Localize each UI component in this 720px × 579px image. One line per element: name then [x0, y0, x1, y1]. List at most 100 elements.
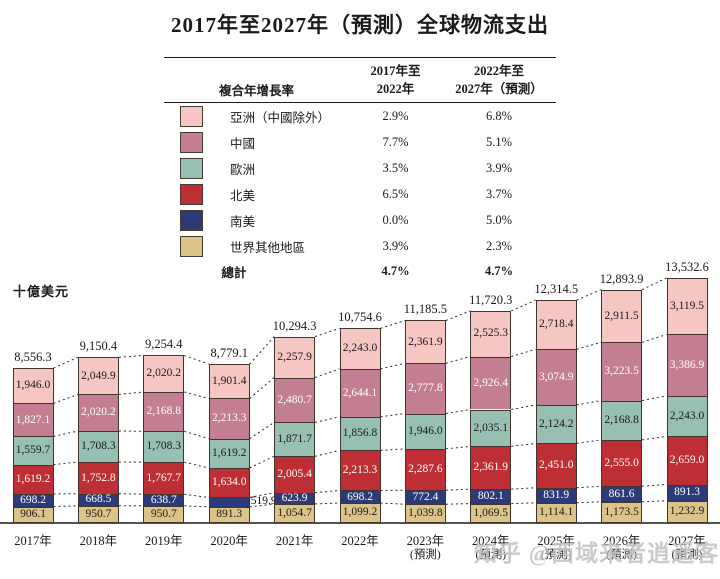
segment-value-label: 668.5	[85, 493, 112, 506]
segment-value-label: 2,777.8	[408, 382, 443, 395]
cagr-table: 複合年增長率 2017年至 2022年 2022年至 2027年（預測） 亞洲（…	[164, 57, 556, 284]
bar-segment-china: 1,827.1	[12, 403, 54, 437]
segment-value-label: 2,168.8	[146, 405, 182, 418]
bar-segment-europe: 1,871.7	[274, 422, 316, 457]
bar-segment-north-america: 1,634.0	[208, 467, 250, 498]
connector-dotted-line	[380, 502, 405, 505]
bar-segment-rest-of-world: 1,054.7	[274, 503, 316, 523]
connector-dotted-line	[445, 503, 471, 505]
connector-dotted-line	[445, 409, 471, 414]
bar-segment-asia-ex-china: 2,020.2	[143, 355, 185, 393]
legend-label: 北美	[230, 188, 256, 203]
segment-value-label: 1,946.0	[15, 379, 51, 392]
bar-segment-asia-ex-china: 2,718.4	[535, 300, 577, 350]
segment-value-label: 2,287.6	[408, 463, 443, 476]
connector-dotted-line	[184, 391, 209, 399]
x-axis-label: 2018年	[79, 534, 118, 548]
cagr-total-2022-2027: 4.7%	[484, 264, 514, 278]
bar-segment-south-america: 891.3	[666, 484, 708, 501]
bar-segment-south-america	[208, 497, 250, 507]
bar-segment-rest-of-world: 950.7	[77, 505, 119, 523]
connector-dotted-line	[380, 448, 405, 451]
legend-swatch	[180, 131, 203, 153]
watermark: 知乎 @西域来者逍遥客	[474, 541, 720, 566]
connector-dotted-line	[642, 484, 667, 487]
segment-value-label: 623.9	[281, 492, 308, 504]
connector-dotted-line	[118, 493, 144, 495]
segment-value-label: 1,559.7	[15, 444, 51, 457]
segment-value-label: 638.7	[150, 493, 177, 506]
segment-value-label: 950.7	[150, 507, 177, 520]
segment-value-label: 3,119.5	[669, 299, 705, 312]
segment-value-label: 2,525.3	[473, 327, 509, 340]
segment-value-label: 1,767.7	[146, 471, 182, 484]
bar-segment-rest-of-world: 906.1	[12, 506, 54, 523]
cagr-value-2017-2022: 3.5%	[382, 160, 409, 175]
cagr-total-2017-2022: 4.7%	[381, 264, 410, 278]
cagr-col1-header: 2017年至 2022年	[370, 63, 421, 97]
bar-segment-china: 2,644.1	[339, 368, 381, 417]
bar-total-label: 8,556.3	[14, 350, 52, 365]
bar-segment-north-america: 1,619.2	[12, 464, 54, 494]
bar-segment-asia-ex-china: 2,361.9	[404, 320, 446, 364]
cagr-value-2017-2022: 3.9%	[382, 238, 409, 253]
segment-value-label-outside: 519.9	[250, 495, 277, 508]
bar-segment-china: 3,074.9	[535, 349, 577, 405]
cagr-total-row: 總計 4.7% 4.7%	[164, 259, 556, 284]
bar-segment-rest-of-world: 891.3	[208, 506, 250, 523]
bar-segment-asia-ex-china: 3,119.5	[666, 278, 708, 335]
connector-dotted-line	[249, 455, 275, 469]
legend-label: 中國	[230, 136, 256, 151]
connector-dotted-line	[511, 502, 536, 505]
cagr-value-2017-2022: 7.7%	[382, 134, 409, 149]
bar-segment-rest-of-world: 1,114.1	[535, 502, 577, 523]
segment-value-label: 698.2	[347, 490, 373, 503]
segment-value-label: 1,708.3	[146, 440, 182, 453]
legend-row: 北美 6.5% 3.7%	[164, 181, 556, 207]
connector-dotted-line	[249, 377, 275, 399]
connector-dotted-line	[511, 487, 536, 490]
x-axis-label: 2027年	[668, 534, 706, 548]
connector-dotted-line	[380, 362, 406, 370]
connector-dotted-line	[511, 442, 536, 447]
connector-dotted-line	[576, 341, 602, 350]
x-axis-note: (預測)	[671, 549, 703, 561]
segment-value-label: 1,946.0	[408, 424, 443, 437]
segment-value-label: 831.9	[543, 489, 570, 502]
segment-value-label: 2,257.9	[277, 350, 312, 363]
bar-segment-china: 2,168.8	[143, 392, 185, 432]
bar-segment-south-america: 861.6	[601, 486, 643, 502]
segment-value-label: 2,555.0	[604, 456, 639, 469]
bar-segment-china: 2,777.8	[404, 363, 446, 414]
bar-segment-china: 2,926.4	[470, 356, 512, 410]
bar-segment-rest-of-world: 1,069.5	[470, 503, 512, 523]
cagr-col2-header: 2022年至 2027年（預測）	[455, 63, 543, 97]
bar-segment-asia-ex-china: 2,049.9	[77, 357, 119, 395]
bar-segment-china: 3,386.9	[666, 334, 708, 396]
segment-value-label: 2,005.4	[277, 468, 312, 481]
segment-value-label: 1,114.1	[539, 506, 574, 519]
segment-value-label: 2,243.0	[342, 342, 378, 355]
bar-segment-rest-of-world: 1,039.8	[404, 504, 446, 523]
connector-dotted-line	[314, 416, 340, 423]
segment-value-label: 1,099.2	[342, 506, 378, 519]
segment-value-label: 1,708.3	[81, 440, 116, 453]
legend-row: 中國 7.7% 5.1%	[164, 129, 556, 155]
x-axis-note: (預測)	[475, 549, 507, 561]
segment-value-label: 906.1	[20, 508, 46, 521]
segment-value-label: 2,926.4	[473, 376, 509, 389]
connector-dotted-line	[184, 355, 209, 365]
connector-dotted-line	[118, 355, 144, 358]
connector-dotted-line	[576, 485, 602, 489]
cagr-header-label: 複合年增長率	[218, 84, 294, 98]
connector-dotted-line	[314, 327, 340, 338]
bar-segment-south-america: 831.9	[535, 487, 577, 503]
connector-dotted-line	[642, 500, 667, 503]
x-axis-label: 2022年	[341, 534, 379, 548]
bar-segment-europe: 1,856.8	[339, 416, 381, 451]
segment-value-label: 1,752.8	[81, 471, 116, 484]
bar-segment-asia-ex-china: 1,901.4	[208, 364, 250, 399]
segment-value-label: 1,619.2	[15, 473, 51, 486]
